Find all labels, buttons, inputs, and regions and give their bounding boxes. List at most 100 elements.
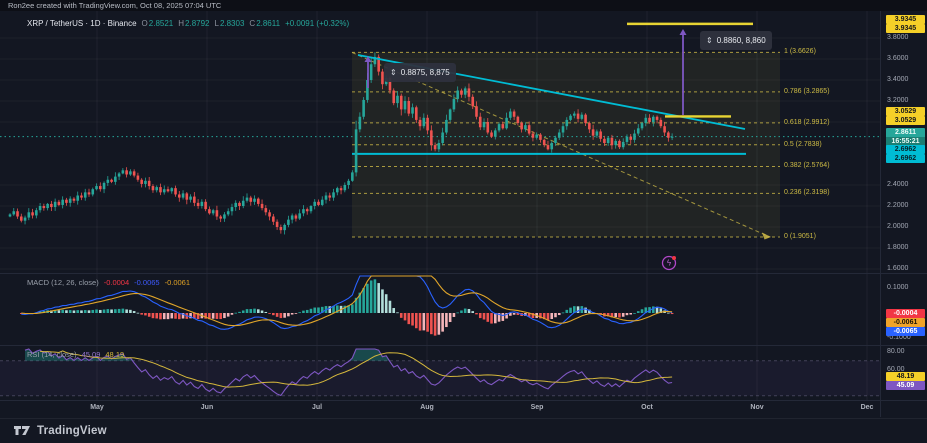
macd-histogram-bar bbox=[279, 313, 283, 319]
candle-body bbox=[418, 119, 422, 127]
candle-body bbox=[42, 206, 46, 209]
candle-body bbox=[275, 221, 279, 227]
macd-histogram-bar bbox=[384, 294, 388, 313]
symbol-title[interactable]: XRP / TetherUS · 1D · Binance bbox=[27, 19, 137, 28]
time-axis-label: Jul bbox=[311, 404, 323, 411]
candle-body bbox=[196, 202, 200, 206]
candle-body bbox=[174, 188, 177, 195]
macd-axis-label-box: -0.0061 bbox=[886, 318, 925, 327]
macd-histogram-bar bbox=[121, 308, 125, 313]
macd-histogram-bar bbox=[102, 309, 106, 313]
macd-hist-value: -0.0004 bbox=[103, 278, 130, 287]
rsi-band bbox=[0, 360, 880, 396]
macd-histogram-bar bbox=[512, 313, 516, 315]
candle-body bbox=[287, 219, 290, 225]
macd-histogram-bar bbox=[576, 306, 580, 313]
macd-histogram-bar bbox=[151, 313, 155, 319]
candle-body bbox=[411, 107, 414, 114]
macd-histogram-bar bbox=[50, 310, 53, 313]
candle-body bbox=[76, 195, 80, 201]
candle-body bbox=[524, 125, 527, 130]
macd-histogram-bar bbox=[629, 313, 633, 315]
macd-histogram-bar bbox=[144, 313, 147, 316]
candle-body bbox=[31, 212, 34, 216]
candle-body bbox=[527, 125, 531, 134]
macd-title[interactable]: MACD (12, 26, close) bbox=[27, 278, 99, 287]
fib-trendline[interactable] bbox=[351, 51, 771, 238]
macd-histogram-bar bbox=[65, 310, 68, 313]
candle-body bbox=[621, 141, 625, 148]
macd-histogram-bar bbox=[493, 313, 497, 324]
candle-body bbox=[369, 64, 373, 80]
macd-histogram-bar bbox=[313, 307, 317, 313]
macd-histogram-bar bbox=[407, 313, 411, 325]
macd-histogram-bar bbox=[268, 313, 271, 314]
measure-text: 0.8860, 8,860 bbox=[716, 36, 766, 45]
macd-histogram-bar bbox=[114, 309, 117, 313]
macd-histogram-bar bbox=[234, 312, 238, 314]
price-tick-label: 2.4000 bbox=[887, 181, 909, 188]
macd-histogram-bar bbox=[264, 311, 268, 313]
macd-histogram-bar bbox=[91, 309, 95, 313]
event-icon-glyph: ϟ bbox=[667, 259, 672, 268]
macd-histogram-bar bbox=[98, 309, 102, 313]
time-axis[interactable] bbox=[0, 400, 927, 418]
candle-body bbox=[200, 201, 204, 206]
candle-body bbox=[185, 193, 189, 200]
macd-histogram-bar bbox=[539, 313, 542, 319]
tradingview-logo-text[interactable]: TradingView bbox=[37, 425, 107, 437]
macd-histogram-bar bbox=[287, 313, 290, 317]
price-tick-label: 1.8000 bbox=[887, 244, 909, 251]
macd-histogram-bar bbox=[445, 313, 448, 328]
candle-body bbox=[219, 216, 222, 219]
panel-separator-macd[interactable] bbox=[0, 273, 927, 274]
macd-histogram-bar bbox=[588, 309, 591, 313]
candle-body bbox=[189, 196, 192, 200]
macd-histogram-bar bbox=[80, 310, 83, 313]
candle-body bbox=[72, 198, 76, 201]
macd-histogram-bar bbox=[241, 310, 245, 313]
candle-body bbox=[501, 124, 505, 129]
macd-histogram-bar bbox=[403, 313, 407, 321]
candle-body bbox=[561, 126, 565, 133]
macd-histogram-bar bbox=[196, 313, 200, 320]
event-icon[interactable] bbox=[661, 255, 677, 271]
measure-label[interactable]: ⇕ 0.8860, 8,860 bbox=[700, 31, 772, 50]
candle-body bbox=[114, 176, 117, 182]
macd-histogram-bar bbox=[302, 310, 305, 313]
price-tick-label: 2.0000 bbox=[887, 223, 909, 230]
macd-histogram-bar bbox=[223, 313, 226, 319]
macd-histogram-bar bbox=[460, 310, 463, 313]
macd-histogram-bar bbox=[621, 313, 625, 317]
panel-separator-rsi[interactable] bbox=[0, 345, 927, 346]
macd-histogram-bar bbox=[478, 313, 482, 319]
measure-label[interactable]: ⇕ 0.8875, 8,875 bbox=[384, 63, 456, 82]
macd-histogram-bar bbox=[618, 313, 621, 318]
macd-histogram-bar bbox=[509, 313, 512, 316]
macd-histogram-bar bbox=[422, 313, 426, 331]
candle-body bbox=[603, 138, 606, 143]
candle-body bbox=[339, 188, 343, 191]
macd-histogram-bar bbox=[456, 312, 459, 314]
candle-body bbox=[460, 90, 463, 95]
macd-histogram-bar bbox=[87, 310, 91, 313]
macd-histogram-bar bbox=[388, 300, 392, 313]
macd-histogram-bar bbox=[369, 280, 373, 313]
candle-body bbox=[520, 123, 523, 130]
candle-body bbox=[117, 173, 121, 177]
macd-histogram-bar bbox=[245, 309, 249, 313]
candle-body bbox=[362, 99, 365, 117]
candle-body bbox=[166, 189, 170, 192]
candle-body bbox=[399, 95, 403, 110]
price-axis-label-box: 3.0529 bbox=[886, 107, 925, 117]
candle-body bbox=[136, 175, 140, 180]
macd-histogram-bar bbox=[527, 313, 531, 317]
macd-histogram-bar bbox=[347, 305, 350, 313]
candle-body bbox=[35, 210, 38, 216]
macd-histogram-bar bbox=[226, 313, 230, 317]
tradingview-logo-icon[interactable] bbox=[14, 424, 31, 438]
rsi-title[interactable]: RSI (14, close) bbox=[27, 350, 77, 359]
macd-histogram-bar bbox=[290, 313, 294, 315]
rsi-value: 45.09 bbox=[81, 350, 101, 359]
